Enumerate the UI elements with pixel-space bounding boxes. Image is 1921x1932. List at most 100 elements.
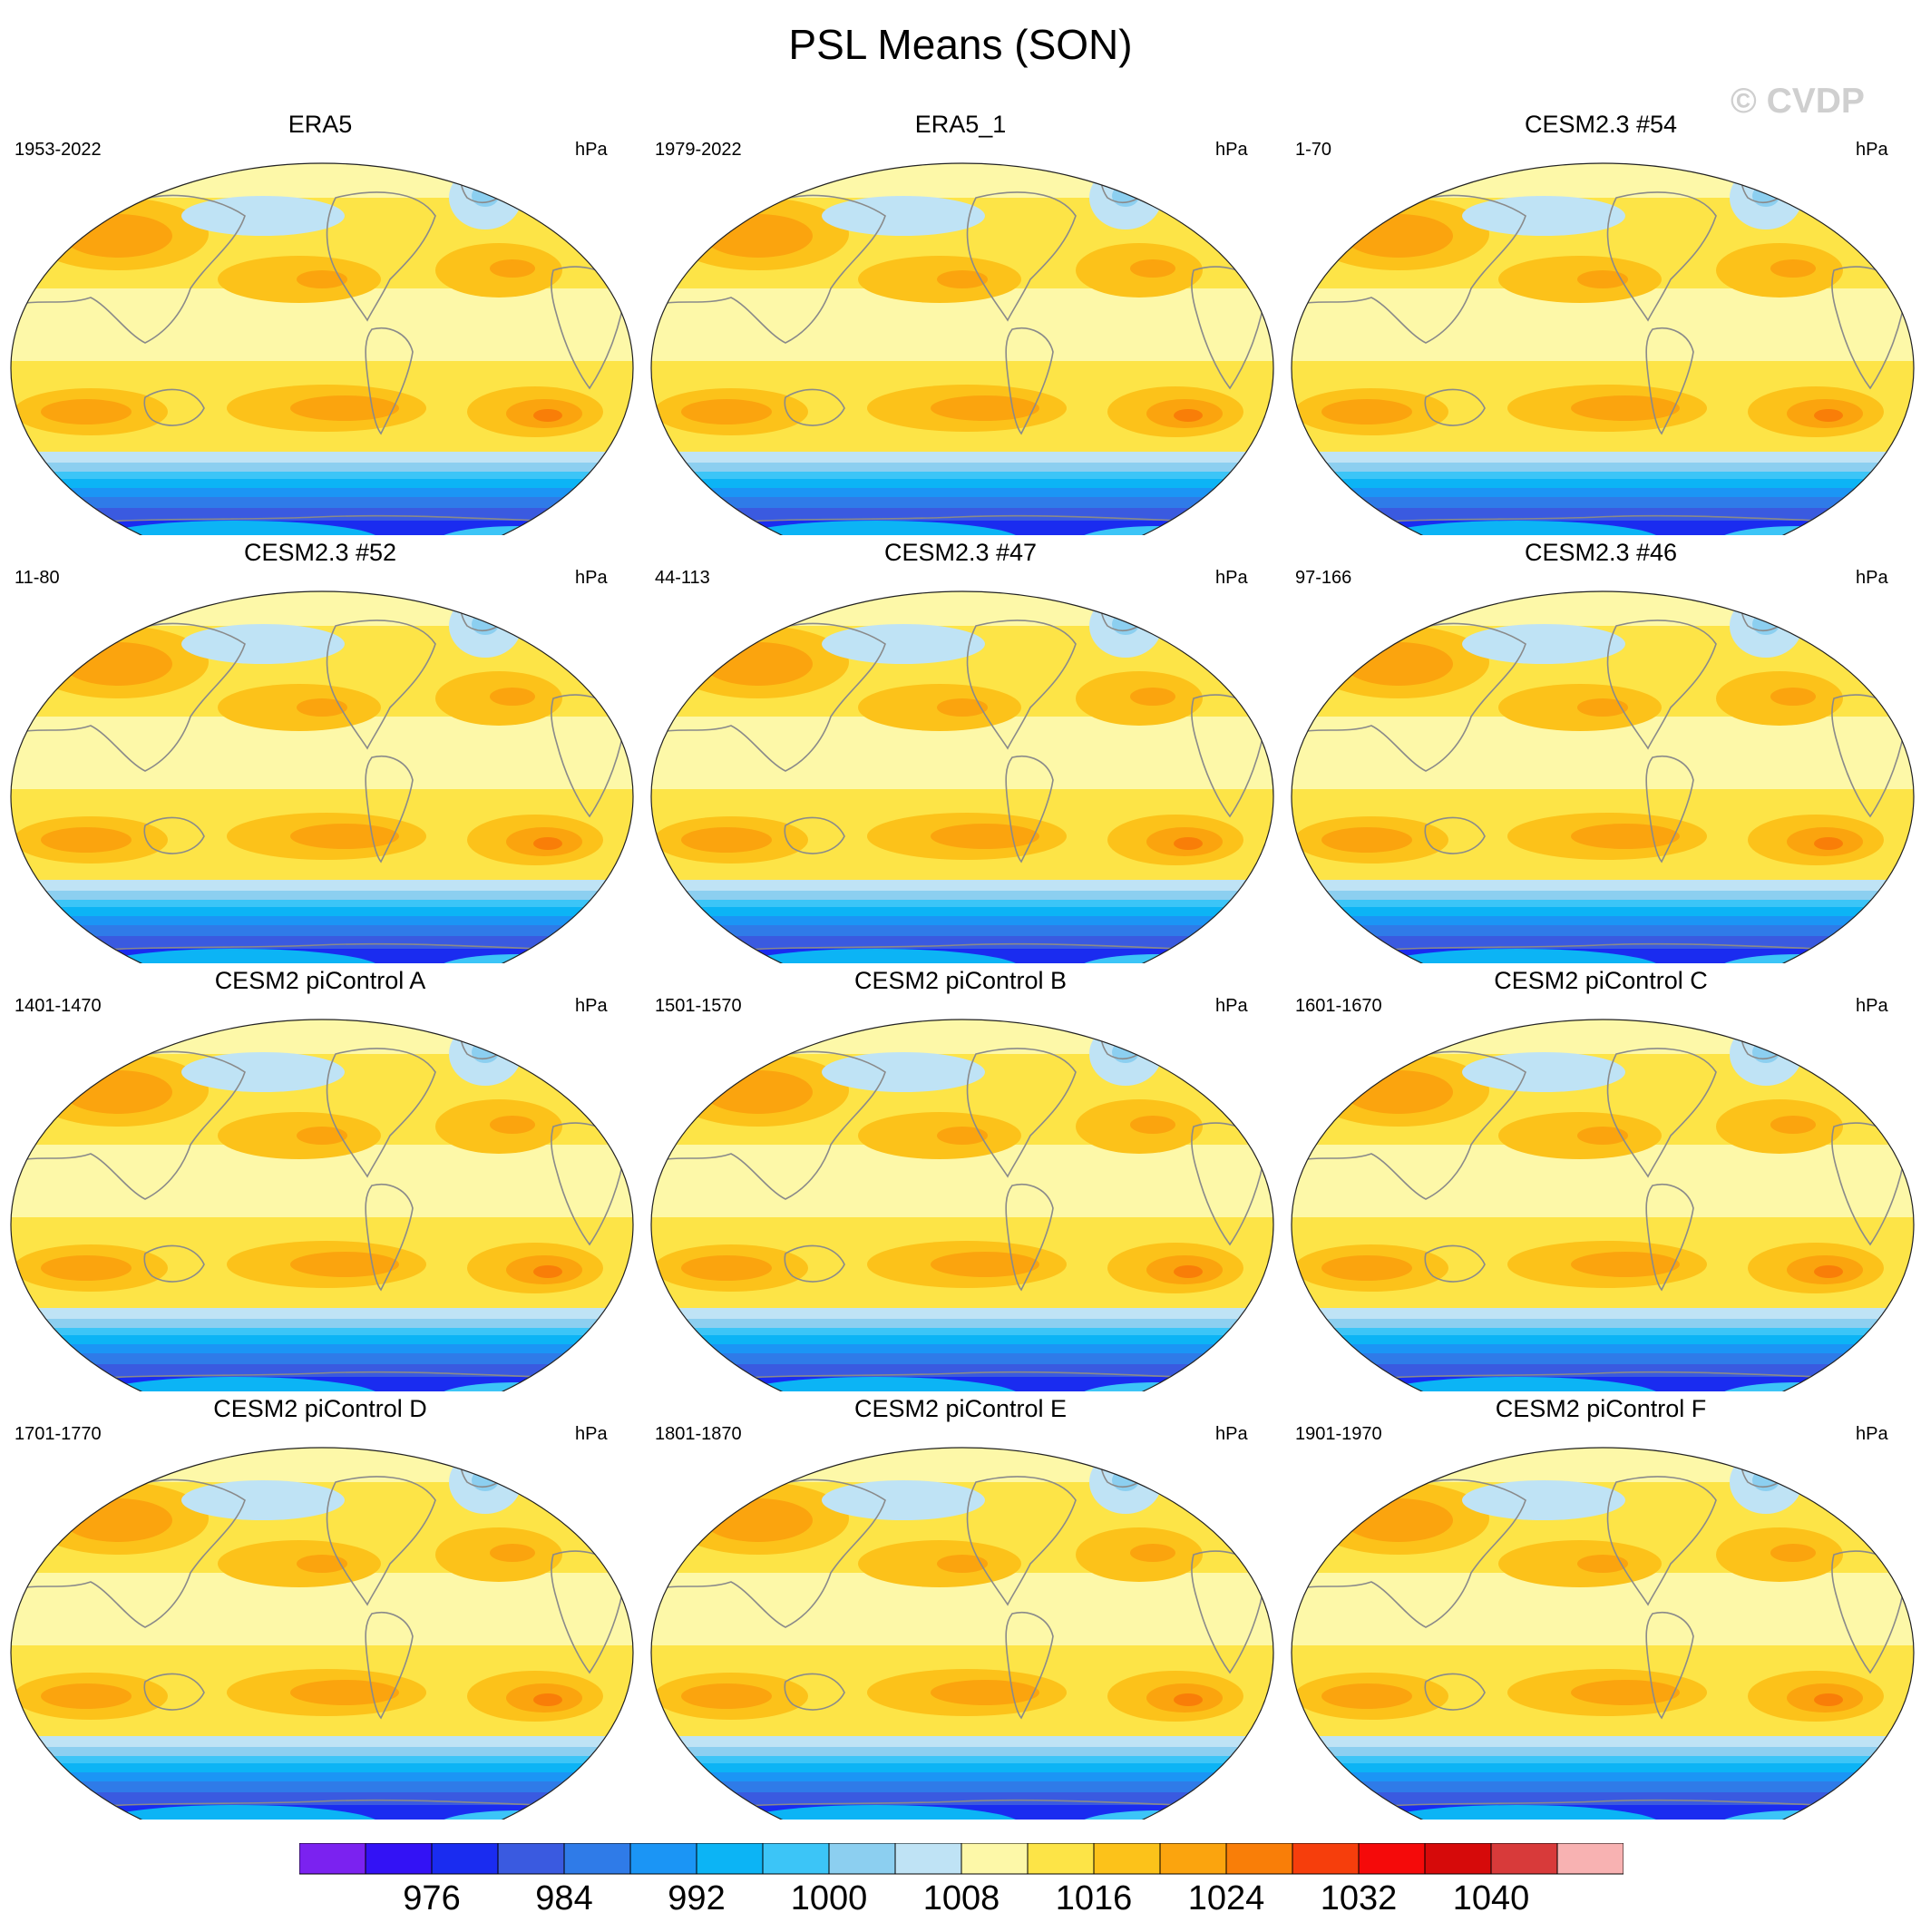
- cvdp-watermark: © CVDP: [1731, 82, 1865, 121]
- colorbar-tick-label: 1008: [923, 1879, 1000, 1916]
- panel-title: CESM2 piControl E: [853, 1395, 1068, 1422]
- panel-period: 97-166: [1295, 568, 1352, 588]
- map-panel: CESM2 piControl B 1501-1570 hPa: [640, 963, 1281, 1391]
- panel-units: hPa: [1215, 568, 1248, 588]
- panel-title: CESM2.3 #46: [1524, 539, 1678, 566]
- colorbar-tick-label: 1024: [1188, 1879, 1265, 1916]
- psl-map: [10, 1019, 634, 1391]
- panel-title: CESM2 piControl C: [1494, 967, 1708, 994]
- panel-period: 1401-1470: [15, 996, 102, 1016]
- panel-units: hPa: [1215, 996, 1248, 1016]
- panel-title: CESM2 piControl D: [213, 1395, 427, 1422]
- psl-map: [10, 590, 634, 963]
- pressure-field: [651, 1448, 1273, 1820]
- map-boundary: [1291, 590, 1915, 963]
- map-panel: CESM2 piControl A 1401-1470 hPa: [0, 963, 640, 1391]
- panel-title: CESM2.3 #47: [883, 539, 1038, 566]
- panel-title: ERA5_1: [914, 111, 1007, 138]
- map-panel: CESM2 piControl D 1701-1770 hPa: [0, 1391, 640, 1820]
- panel-period: 1601-1670: [1295, 996, 1382, 1016]
- panel-title: CESM2 piControl A: [214, 967, 426, 994]
- map-panel: ERA5_1 1979-2022 hPa: [640, 107, 1281, 535]
- map-boundary: [650, 1019, 1274, 1391]
- pressure-field: [651, 1020, 1273, 1391]
- colorbar-swatch: [431, 1843, 499, 1875]
- colorbar-swatch: [696, 1843, 764, 1875]
- panel-units: hPa: [575, 996, 608, 1016]
- colorbar-swatch: [497, 1843, 565, 1875]
- map-panel: CESM2 piControl C 1601-1670 hPa: [1281, 963, 1921, 1391]
- psl-map: [1291, 590, 1915, 963]
- colorbar-swatch: [1556, 1843, 1624, 1875]
- figure-title: PSL Means (SON): [788, 21, 1133, 68]
- panel-title: CESM2 piControl B: [853, 967, 1068, 994]
- panel-period: 11-80: [15, 568, 60, 588]
- colorbar: 976 984 992 1000 1008 1016 1024 1032 1040: [299, 1843, 1624, 1916]
- map-boundary: [10, 1447, 634, 1820]
- map-boundary: [650, 590, 1274, 963]
- panel-units: hPa: [1856, 568, 1888, 588]
- psl-map: [650, 1447, 1274, 1820]
- pressure-field: [11, 1020, 633, 1391]
- colorbar-swatch: [1027, 1843, 1095, 1875]
- colorbar-tick-label: 1016: [1056, 1879, 1133, 1916]
- psl-map: [1291, 1447, 1915, 1820]
- colorbar-tick-label: 984: [535, 1879, 592, 1916]
- panel-units: hPa: [1856, 140, 1888, 160]
- colorbar-tick-label: 1040: [1453, 1879, 1530, 1916]
- map-panel: CESM2.3 #54 1-70 hPa: [1281, 107, 1921, 535]
- colorbar-tick-label: 1032: [1321, 1879, 1398, 1916]
- colorbar-swatch: [828, 1843, 896, 1875]
- panel-units: hPa: [1215, 1424, 1248, 1444]
- colorbar-swatch: [1358, 1843, 1426, 1875]
- map-boundary: [10, 1019, 634, 1391]
- colorbar-swatch: [629, 1843, 697, 1875]
- panel-title: ERA5: [288, 111, 353, 138]
- colorbar-swatch: [1159, 1843, 1227, 1875]
- panel-period: 1-70: [1295, 140, 1332, 160]
- colorbar-swatch: [1093, 1843, 1161, 1875]
- panel-period: 44-113: [655, 568, 710, 588]
- colorbar-swatch: [894, 1843, 962, 1875]
- pressure-field: [651, 591, 1273, 963]
- map-boundary: [1291, 1019, 1915, 1391]
- colorbar-swatch: [1424, 1843, 1492, 1875]
- panel-units: hPa: [575, 1424, 608, 1444]
- psl-map: [650, 590, 1274, 963]
- colorbar-swatch: [1225, 1843, 1293, 1875]
- panel-period: 1901-1970: [1295, 1424, 1382, 1444]
- pressure-field: [1292, 591, 1914, 963]
- pressure-field: [1292, 1448, 1914, 1820]
- colorbar-tick-label: 976: [403, 1879, 460, 1916]
- panel-period: 1501-1570: [655, 996, 742, 1016]
- panel-period: 1801-1870: [655, 1424, 742, 1444]
- map-boundary: [1291, 162, 1915, 535]
- map-boundary: [650, 162, 1274, 535]
- pressure-field: [1292, 163, 1914, 535]
- psl-map: [1291, 1019, 1915, 1391]
- panel-units: hPa: [1856, 996, 1888, 1016]
- colorbar-tick-label: 1000: [791, 1879, 868, 1916]
- panel-title: CESM2.3 #54: [1524, 111, 1678, 138]
- pressure-field: [651, 163, 1273, 535]
- map-panel: CESM2.3 #47 44-113 hPa: [640, 535, 1281, 963]
- map-panel: ERA5 1953-2022 hPa: [0, 107, 640, 535]
- panel-title: CESM2 piControl F: [1495, 1395, 1707, 1422]
- pressure-field: [11, 163, 633, 535]
- colorbar-swatch: [960, 1843, 1029, 1875]
- map-boundary: [650, 1447, 1274, 1820]
- pressure-field: [1292, 1020, 1914, 1391]
- colorbar-swatch: [1292, 1843, 1360, 1875]
- panel-title: CESM2.3 #52: [243, 539, 397, 566]
- map-panel: CESM2 piControl E 1801-1870 hPa: [640, 1391, 1281, 1820]
- map-panel: CESM2.3 #46 97-166 hPa: [1281, 535, 1921, 963]
- panel-units: hPa: [1856, 1424, 1888, 1444]
- panel-period: 1701-1770: [15, 1424, 102, 1444]
- panel-period: 1953-2022: [15, 140, 102, 160]
- colorbar-swatch: [365, 1843, 433, 1875]
- colorbar-tick-label: 992: [668, 1879, 725, 1916]
- panel-period: 1979-2022: [655, 140, 742, 160]
- pressure-field: [11, 591, 633, 963]
- map-panel: CESM2.3 #52 11-80 hPa: [0, 535, 640, 963]
- colorbar-swatch: [762, 1843, 830, 1875]
